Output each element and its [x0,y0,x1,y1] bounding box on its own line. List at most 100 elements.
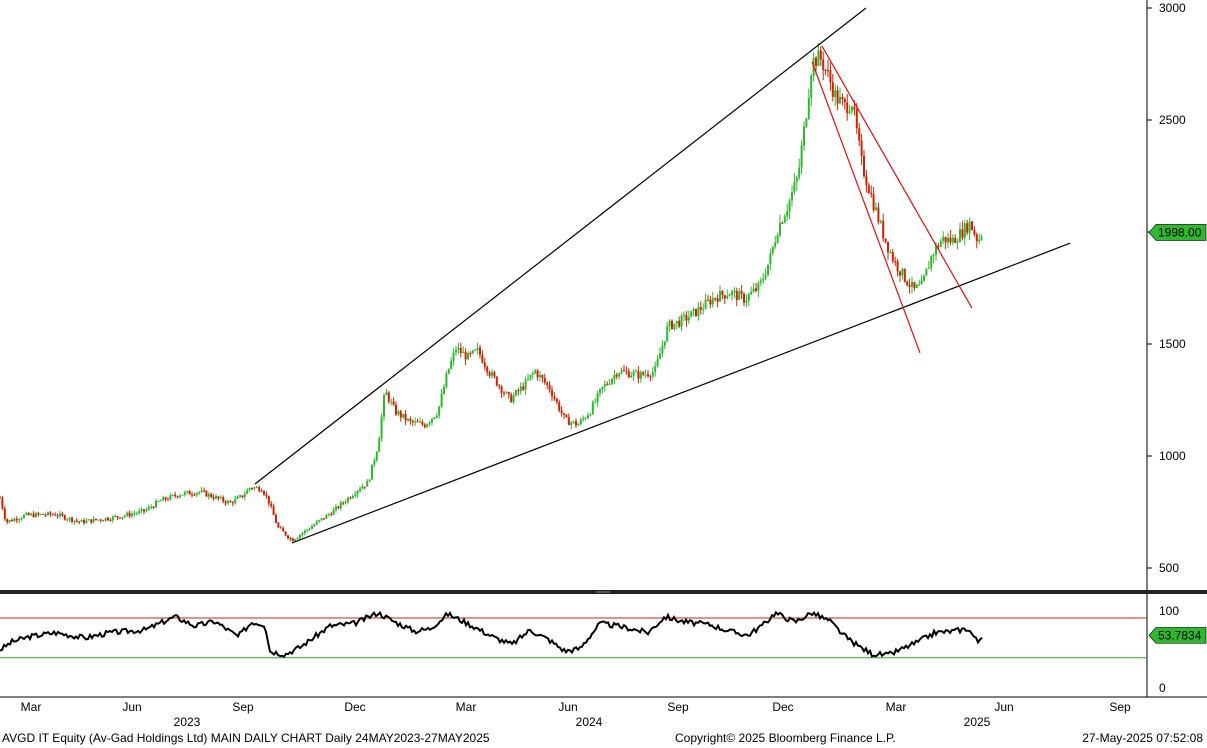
candle-body [368,479,371,482]
candle-body [793,181,796,193]
candle-body [80,520,83,522]
candle-body [359,488,361,491]
candle-body [347,497,349,502]
candle-body [779,222,781,236]
candle-body [66,519,69,521]
candle-body [311,526,313,530]
candle-body [702,308,705,310]
candle-body [320,518,323,521]
candle-body [791,192,793,201]
candle-body [539,375,541,378]
candle-body [771,246,774,254]
candle-body [222,497,225,502]
candle-body [462,351,465,354]
rsi-line-path [0,610,983,658]
candle-body [282,528,285,532]
candle-body [918,284,921,286]
candle-body [303,530,306,534]
candle-body [819,50,822,60]
candle-body [135,513,138,515]
chart-footer-ticker: AVGD IT Equity (Av-Gad Holdings Ltd) MAI… [2,731,490,745]
candle-body [179,495,181,498]
candle-body [721,290,724,296]
candle-body [78,521,81,523]
candle-body [723,295,726,299]
candle-body [579,419,582,425]
candle-body [83,520,85,524]
candle-body [479,347,481,355]
candle-body [363,486,366,488]
candle-body [572,421,575,423]
rsi-series [0,610,983,658]
candle-body [181,494,184,496]
candle-body [783,216,786,223]
panel-divider[interactable] [0,590,1207,594]
candle-body [603,384,606,387]
candle-body [392,401,395,405]
candle-body [335,506,337,510]
candle-body [599,389,601,394]
candle-body [891,252,894,262]
candle-body [39,514,42,516]
candle-body [308,529,311,531]
candle-body [632,371,635,376]
candle-body [762,278,765,281]
candle-body [560,410,563,414]
candle-body [817,50,820,67]
candle-body [380,416,383,439]
last-rsi-tag-label: 53.7834 [1158,628,1202,642]
candle-body [615,374,618,377]
candle-body [366,481,369,487]
candle-body [558,402,561,411]
candle-body [534,370,537,374]
candle-body [920,280,923,285]
candle-body [810,75,813,99]
candle-body [1,497,4,509]
candle-body [656,359,659,367]
candle-body [159,500,162,502]
candle-body [131,513,133,517]
x-month-label: Mar [21,700,42,714]
candle-body [570,422,573,426]
candle-body [894,261,897,263]
candle-body [774,242,777,247]
candle-body [438,406,441,416]
candle-body [246,489,249,495]
candle-body [227,501,229,504]
candle-body [627,371,630,378]
candle-body [704,299,707,309]
candle-body [769,253,772,265]
candle-body [450,360,453,369]
candle-body [728,294,731,297]
x-year-label: 2025 [964,715,991,729]
candle-body [169,495,172,500]
candle-body [553,396,556,399]
candle-body [71,517,73,522]
candle-body [548,384,551,391]
candle-body [836,90,839,104]
candle-body [140,509,143,511]
candle-body [325,514,328,519]
candle-body [205,490,208,497]
candle-body [639,372,642,379]
candle-body [913,282,916,288]
candle-body [481,354,484,363]
candle-body [301,533,304,535]
candle-body [121,516,124,519]
candle-body [318,520,321,522]
candle-body [407,418,409,421]
candle-body [402,413,405,418]
candle-body [61,513,64,516]
candle-body [798,167,801,178]
candle-body [87,519,90,521]
candle-body [551,390,553,397]
candle-body [611,378,613,384]
last-rsi-tag-shape [1148,627,1207,644]
candle-body [937,245,940,247]
candle-body [853,106,856,110]
candle-body [51,514,54,516]
candle-body [651,371,654,377]
candle-body [383,395,385,417]
candle-body [25,513,28,515]
candle-body [236,496,239,499]
